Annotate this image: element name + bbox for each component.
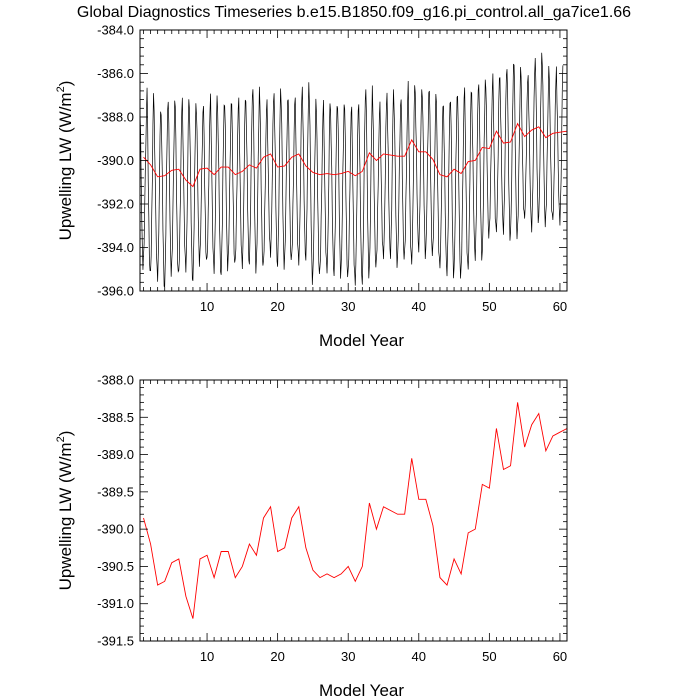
y-tick-label: -390.0 (97, 153, 134, 168)
y-axis-label: Upwelling LW (W/m2) (55, 431, 75, 591)
y-tick-label: -384.0 (97, 23, 134, 38)
x-tick-label: 50 (482, 299, 496, 314)
x-axis-label: Model Year (319, 331, 404, 350)
y-tick-label: -394.0 (97, 240, 134, 255)
x-tick-label: 60 (553, 299, 567, 314)
x-tick-label: 10 (200, 649, 214, 664)
plot-frame (139, 379, 568, 642)
x-tick-label: 30 (341, 649, 355, 664)
x-tick-label: 10 (200, 299, 214, 314)
x-tick-label: 40 (412, 299, 426, 314)
y-tick-label: -389.0 (97, 447, 134, 462)
y-tick-label: -391.5 (97, 634, 134, 649)
y-tick-label: -391.0 (97, 596, 134, 611)
annual-mean-series-line (143, 402, 568, 619)
y-tick-label: -388.5 (97, 410, 134, 425)
x-tick-label: 30 (341, 299, 355, 314)
y-tick-label: -386.0 (97, 66, 134, 81)
x-tick-label: 50 (482, 649, 496, 664)
y-tick-label: -392.0 (97, 197, 134, 212)
y-tick-label: -389.5 (97, 484, 134, 499)
x-tick-label: 40 (412, 649, 426, 664)
annual-mean-series-line (143, 122, 568, 188)
y-tick-label: -396.0 (97, 284, 134, 299)
bottom-panel: 10 20 30 40 50 60 -391.5 -391.0 -390.5 -390.0 -389… (55, 373, 568, 700)
x-tick-label: 20 (270, 299, 284, 314)
y-axis-label: Upwelling LW (W/m2) (55, 81, 75, 241)
y-tick-label: -390.5 (97, 559, 134, 574)
top-panel: 10 20 30 40 50 60 -396.0 -394.0 -392.0 -390.0 -388… (55, 23, 568, 350)
x-tick-label: 20 (270, 649, 284, 664)
monthly-series-line (139, 52, 564, 288)
y-tick-label: -388.0 (97, 373, 134, 388)
x-axis-label: Model Year (319, 681, 404, 700)
x-tick-label: 60 (553, 649, 567, 664)
y-tick-label: -390.0 (97, 522, 134, 537)
chart-title: Global Diagnostics Timeseries b.e15.B185… (77, 4, 631, 21)
y-tick-label: -388.0 (97, 110, 134, 125)
